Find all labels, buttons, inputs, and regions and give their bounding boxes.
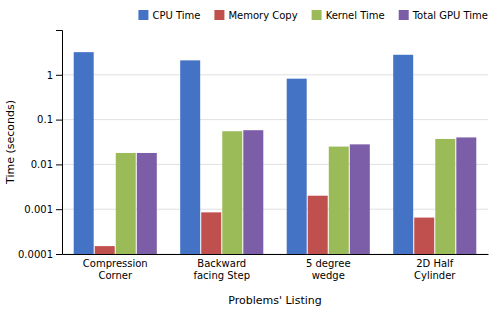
legend: CPU Time Memory Copy Kernel Time Total GPU …	[138, 10, 488, 21]
grid	[62, 75, 488, 254]
tick-label-line: 2D Half	[416, 258, 454, 269]
axis-line	[63, 254, 489, 255]
tick: Backwardfacing Step	[193, 258, 250, 281]
tick: CompressionCorner	[83, 258, 148, 281]
legend-swatch	[399, 10, 409, 20]
legend-label: Memory Copy	[228, 10, 297, 21]
tick-mark	[56, 120, 62, 121]
tick-mark	[56, 75, 62, 76]
tick-mark	[56, 209, 62, 210]
tick-label: 2D HalfCylinder	[414, 258, 456, 281]
x-axis: CompressionCorner Backwardfacing Step 5 de…	[63, 255, 489, 281]
tick-label: 0.1	[37, 114, 53, 125]
bar	[287, 79, 307, 254]
grid-line	[62, 74, 488, 75]
bar-series	[74, 52, 413, 254]
tick-label-line: facing Step	[193, 270, 250, 281]
y-axis: 0.0001 0.001 0.01 0.1 1	[18, 31, 63, 260]
legend-label: Kernel Time	[326, 10, 385, 21]
tick: 0.0001	[18, 249, 62, 260]
bar-series	[137, 130, 476, 254]
legend-swatch	[214, 10, 224, 20]
bar	[95, 246, 115, 254]
y-axis-title: Time (seconds)	[4, 100, 17, 185]
bar	[329, 147, 349, 254]
tick-label-line: Corner	[98, 270, 133, 281]
bar	[308, 196, 328, 254]
tick-mark	[56, 254, 62, 255]
tick-label-line: wedge	[312, 270, 345, 281]
tick: 0.001	[24, 204, 62, 215]
bar	[180, 60, 200, 254]
bar	[456, 137, 476, 254]
plot: 0.0001 0.001 0.01 0.1 1 CompressionCorner Back…	[18, 31, 489, 281]
tick-label: 0.01	[31, 159, 53, 170]
bar	[414, 218, 434, 254]
bar	[243, 130, 263, 254]
bar	[201, 212, 221, 254]
tick-label: 0.001	[24, 204, 53, 215]
tick: 0.01	[31, 159, 62, 170]
bar	[350, 144, 370, 254]
axis-line	[56, 31, 63, 255]
bar-series	[116, 131, 455, 254]
x-axis-title: Problems' Listing	[228, 294, 321, 307]
tick: 0.1	[37, 114, 62, 125]
tick: 1	[47, 70, 62, 81]
bar	[74, 52, 94, 254]
bar	[222, 131, 242, 254]
bar	[393, 55, 413, 254]
tick-mark	[56, 164, 62, 165]
tick-label: 5 degreewedge	[306, 258, 351, 281]
tick-label-line: Compression	[83, 258, 148, 269]
bars	[74, 52, 477, 254]
legend-item: Memory Copy	[214, 10, 297, 21]
grid-line	[62, 119, 488, 120]
legend-item: Total GPU Time	[399, 10, 488, 21]
tick-label: 0.0001	[18, 249, 53, 260]
tick-label-line: Cylinder	[414, 270, 456, 281]
tick-label: Backwardfacing Step	[193, 258, 250, 281]
tick-label-line: Backward	[197, 258, 246, 269]
tick-label: 1	[47, 70, 53, 81]
legend-label: CPU Time	[152, 10, 200, 21]
tick-label-line: 5 degree	[306, 258, 351, 269]
tick: 2D HalfCylinder	[414, 258, 456, 281]
tick: 5 degreewedge	[306, 258, 351, 281]
tick-label: CompressionCorner	[83, 258, 148, 281]
legend-swatch	[312, 10, 322, 20]
legend-item: CPU Time	[138, 10, 200, 21]
bar	[137, 153, 157, 254]
legend-label: Total GPU Time	[412, 10, 488, 21]
bar	[435, 139, 455, 254]
chart: 0.0001 0.001 0.01 0.1 1 CompressionCorner Back…	[0, 0, 500, 312]
legend-item: Kernel Time	[312, 10, 385, 21]
bar	[116, 153, 136, 254]
legend-swatch	[138, 10, 148, 20]
